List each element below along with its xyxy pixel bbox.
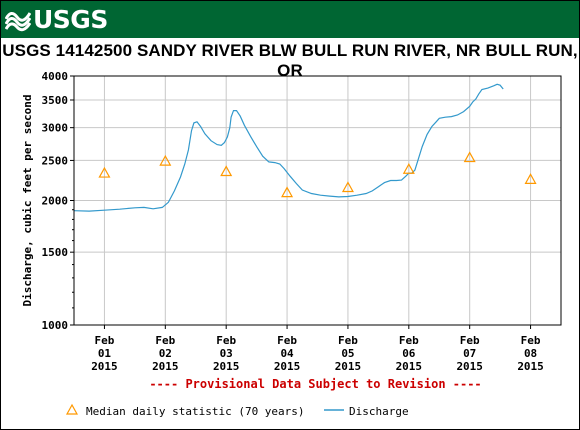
x-tick-label: 2015 — [456, 360, 483, 373]
usgs-wave-icon — [5, 11, 31, 31]
x-tick-label: 03 — [220, 347, 233, 360]
y-axis-label: Discharge, cubic feet per second — [21, 95, 34, 307]
usgs-logo-text: USGS — [33, 5, 108, 34]
x-tick-label: 07 — [463, 347, 476, 360]
x-tick-label: Feb — [155, 334, 175, 347]
x-tick-label: Feb — [460, 334, 480, 347]
x-axis-ticks: Feb012015Feb022015Feb032015Feb042015Feb0… — [91, 325, 544, 373]
median-marker — [463, 151, 476, 163]
x-tick-label: Feb — [521, 334, 541, 347]
usgs-logo[interactable]: USGS — [5, 2, 108, 37]
y-tick-label: 4000 — [42, 70, 69, 83]
x-tick-label: Feb — [216, 334, 236, 347]
median-marker — [220, 165, 233, 177]
y-tick-label: 3000 — [42, 122, 69, 135]
median-markers — [98, 151, 537, 198]
median-marker — [402, 163, 415, 174]
x-tick-label: 2015 — [396, 360, 423, 373]
median-marker — [524, 173, 537, 184]
x-tick-label: Feb — [277, 334, 297, 347]
x-tick-label: 08 — [524, 347, 537, 360]
x-tick-label: 02 — [159, 347, 172, 360]
legend-label-median: Median daily statistic (70 years) — [86, 405, 305, 418]
median-marker — [159, 154, 172, 166]
x-tick-label: Feb — [399, 334, 419, 347]
y-tick-label: 3500 — [42, 94, 69, 107]
plot-border — [73, 75, 562, 326]
legend-label-discharge: Discharge — [349, 405, 409, 418]
discharge-series-line — [73, 83, 504, 212]
median-marker — [341, 181, 354, 193]
y-tick-label: 1000 — [42, 319, 69, 332]
provisional-notice: ---- Provisional Data Subject to Revisio… — [149, 377, 481, 391]
x-tick-label: Feb — [338, 334, 358, 347]
median-marker — [98, 166, 111, 178]
usgs-banner: USGS — [1, 1, 579, 38]
x-tick-label: 06 — [402, 347, 416, 360]
x-tick-label: 2015 — [517, 360, 544, 373]
x-tick-label: Feb — [95, 334, 115, 347]
chart-title: USGS 14142500 SANDY RIVER BLW BULL RUN R… — [2, 41, 578, 80]
median-marker — [281, 186, 294, 198]
legend: Median daily statistic (70 years) Discha… — [65, 403, 409, 418]
legend-median-marker — [65, 403, 79, 415]
x-tick-label: 05 — [341, 347, 354, 360]
x-tick-label: 2015 — [91, 360, 118, 373]
x-tick-label: 01 — [98, 347, 112, 360]
y-tick-label: 2500 — [42, 154, 69, 167]
grid-layer — [74, 75, 561, 326]
y-axis-ticks: 1000 1500 2000 2500 3000 3500 4000 — [42, 70, 74, 332]
y-tick-label: 1500 — [42, 246, 69, 259]
y-tick-label: 2000 — [42, 195, 69, 208]
x-tick-label: 2015 — [213, 360, 240, 373]
x-tick-label: 2015 — [274, 360, 301, 373]
x-tick-label: 2015 — [335, 360, 362, 373]
x-tick-label: 2015 — [152, 360, 179, 373]
x-tick-label: 04 — [280, 347, 294, 360]
